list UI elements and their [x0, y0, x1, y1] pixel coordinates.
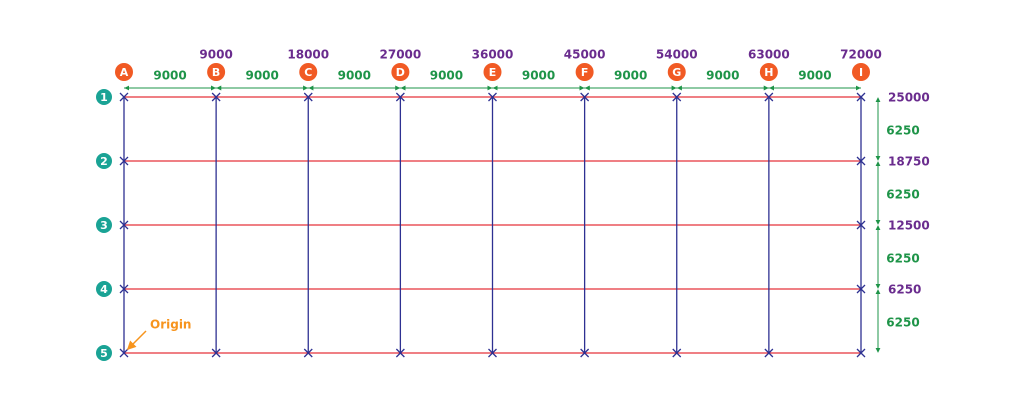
column-spacing: 9000 [430, 69, 463, 83]
row-bubble [96, 345, 112, 361]
row-label: 2 [100, 155, 108, 168]
row-spacing: 6250 [886, 316, 919, 330]
column-bubble [207, 63, 226, 81]
node-marker [488, 92, 497, 102]
node-marker [488, 348, 497, 358]
origin-arrow [126, 330, 147, 351]
row-label: 3 [100, 219, 108, 232]
row-coordinate: 12500 [888, 219, 930, 233]
column-spacing: 9000 [706, 69, 739, 83]
origin-label: Origin [150, 318, 191, 332]
node-marker [211, 92, 221, 102]
column-bubble [575, 63, 594, 81]
column-coordinate: 27000 [380, 48, 422, 62]
node-marker [580, 348, 590, 358]
column-coordinate: 9000 [199, 48, 232, 62]
row-label: 4 [100, 283, 108, 296]
row-coordinate: 18750 [888, 155, 930, 169]
layer: A B 9000 C 18000 D 27000 E 36000 F 45000 G 54000 H 630… [96, 48, 930, 361]
node-marker [303, 92, 313, 102]
column-bubble [759, 63, 778, 81]
column-label: B [212, 66, 220, 79]
node-marker [672, 348, 682, 358]
column-bubble [299, 63, 318, 81]
column-bubble [391, 63, 410, 81]
row-spacing: 6250 [886, 252, 919, 266]
column-coordinate: 18000 [287, 48, 329, 62]
column-spacing: 9000 [338, 69, 371, 83]
node-marker [580, 92, 590, 102]
node-marker [119, 156, 129, 166]
node-marker [211, 348, 221, 358]
column-coordinate: 63000 [748, 48, 790, 62]
column-label: H [764, 66, 773, 79]
row-bubble [96, 89, 112, 105]
node-marker [856, 348, 866, 358]
column-label: C [304, 66, 312, 79]
node-marker [395, 348, 405, 358]
column-label: D [396, 66, 405, 79]
column-bubble [115, 63, 133, 81]
column-spacing: 9000 [522, 69, 555, 83]
node-marker [395, 92, 405, 102]
node-marker [764, 348, 774, 358]
column-label: A [120, 66, 129, 79]
node-marker [764, 92, 774, 102]
node-marker [856, 284, 866, 294]
column-label: E [489, 66, 497, 79]
row-bubble [96, 217, 112, 233]
row-label: 5 [100, 347, 108, 360]
column-label: F [581, 66, 589, 79]
node-marker [119, 284, 129, 294]
column-bubble [852, 63, 870, 81]
node-marker [119, 348, 129, 358]
row-label: 1 [100, 91, 108, 104]
node-marker [119, 92, 129, 102]
row-bubble [96, 281, 112, 297]
node-marker [856, 220, 866, 230]
column-coordinate: 45000 [564, 48, 606, 62]
node-marker [672, 92, 682, 102]
column-label: G [672, 66, 681, 79]
column-spacing: 9000 [245, 69, 278, 83]
node-marker [856, 92, 866, 102]
column-spacing: 9000 [614, 69, 647, 83]
node-marker [856, 156, 866, 166]
column-coordinate: 36000 [472, 48, 514, 62]
column-spacing: 9000 [798, 69, 831, 83]
row-spacing: 6250 [886, 188, 919, 202]
row-coordinate: 25000 [888, 91, 930, 105]
column-bubble [667, 63, 686, 81]
column-coordinate: 54000 [656, 48, 698, 62]
row-bubble [96, 153, 112, 169]
column-label: I [859, 66, 863, 79]
column-coordinate: 72000 [840, 48, 882, 62]
column-bubble [483, 63, 502, 81]
node-marker [303, 348, 313, 358]
row-spacing: 6250 [886, 124, 919, 138]
row-coordinate: 6250 [888, 283, 921, 297]
node-marker [119, 220, 129, 230]
column-spacing: 9000 [153, 69, 186, 83]
